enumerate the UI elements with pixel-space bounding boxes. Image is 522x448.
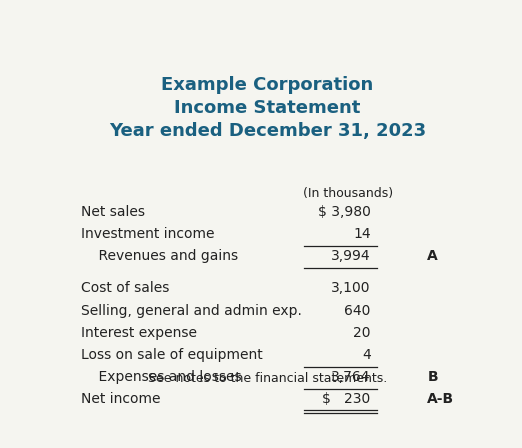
Text: Income Statement: Income Statement — [174, 99, 361, 117]
Text: See notes to the financial statements.: See notes to the financial statements. — [148, 372, 387, 385]
Text: 4: 4 — [362, 348, 371, 362]
Text: Loss on sale of equipment: Loss on sale of equipment — [81, 348, 263, 362]
Text: Interest expense: Interest expense — [81, 326, 197, 340]
Text: $   230: $ 230 — [323, 392, 371, 406]
Text: 640: 640 — [345, 303, 371, 318]
Text: Expenses and losses: Expenses and losses — [81, 370, 242, 384]
Text: 20: 20 — [353, 326, 371, 340]
Text: Example Corporation: Example Corporation — [161, 76, 374, 94]
Text: Year ended December 31, 2023: Year ended December 31, 2023 — [109, 122, 426, 140]
Text: 3,100: 3,100 — [331, 281, 371, 295]
Text: Net sales: Net sales — [81, 205, 146, 219]
Text: $ 3,980: $ 3,980 — [318, 205, 371, 219]
Text: Investment income: Investment income — [81, 227, 215, 241]
Text: Cost of sales: Cost of sales — [81, 281, 170, 295]
Text: Selling, general and admin exp.: Selling, general and admin exp. — [81, 303, 302, 318]
Text: A-B: A-B — [428, 392, 455, 406]
Text: Revenues and gains: Revenues and gains — [81, 249, 239, 263]
Text: 3,764: 3,764 — [331, 370, 371, 384]
Text: (In thousands): (In thousands) — [303, 186, 393, 199]
Text: B: B — [428, 370, 438, 384]
Text: 3,994: 3,994 — [331, 249, 371, 263]
Text: A: A — [428, 249, 438, 263]
Text: 14: 14 — [353, 227, 371, 241]
Text: Net income: Net income — [81, 392, 161, 406]
